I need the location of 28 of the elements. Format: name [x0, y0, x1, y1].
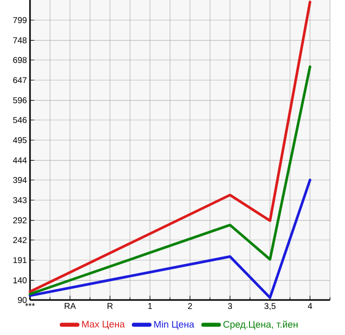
- y-tick-label: 90: [18, 297, 27, 304]
- x-tick-label: 2: [188, 303, 192, 309]
- y-tick-label: 394: [13, 177, 27, 184]
- y-tick-label: 799: [13, 17, 27, 24]
- y-tick-label: 242: [13, 237, 27, 243]
- x-tick-label: ***: [25, 303, 35, 306]
- y-tick-label: 546: [13, 117, 27, 124]
- x-tick-label: R: [108, 303, 113, 309]
- y-tick-label: 698: [13, 57, 27, 64]
- y-tick-label: 596: [13, 97, 27, 104]
- x-tick-label: RA: [64, 303, 76, 309]
- x-tick-label: 4: [308, 303, 312, 309]
- x-tick-label: 3: [228, 303, 232, 310]
- x-tick-label: 1: [148, 303, 152, 309]
- y-tick-label: 292: [13, 217, 27, 224]
- y-tick-label: 495: [12, 137, 27, 144]
- legend-label: Min Цена: [154, 320, 194, 330]
- line-series: [28, 0, 312, 294]
- y-tick-label: 748: [13, 37, 27, 44]
- y-tick-label: 444: [12, 157, 27, 164]
- legend-label: Сред.Цена, т.йен: [223, 320, 298, 330]
- legend-label: Max Цена: [82, 320, 125, 330]
- y-tick-label: 343: [13, 197, 27, 204]
- y-tick-label: 140: [13, 277, 27, 284]
- x-tick-label: 3,5: [264, 303, 276, 310]
- y-tick-label: 191: [13, 257, 27, 264]
- y-tick-label: 647: [13, 77, 27, 84]
- line-series: [28, 65, 312, 296]
